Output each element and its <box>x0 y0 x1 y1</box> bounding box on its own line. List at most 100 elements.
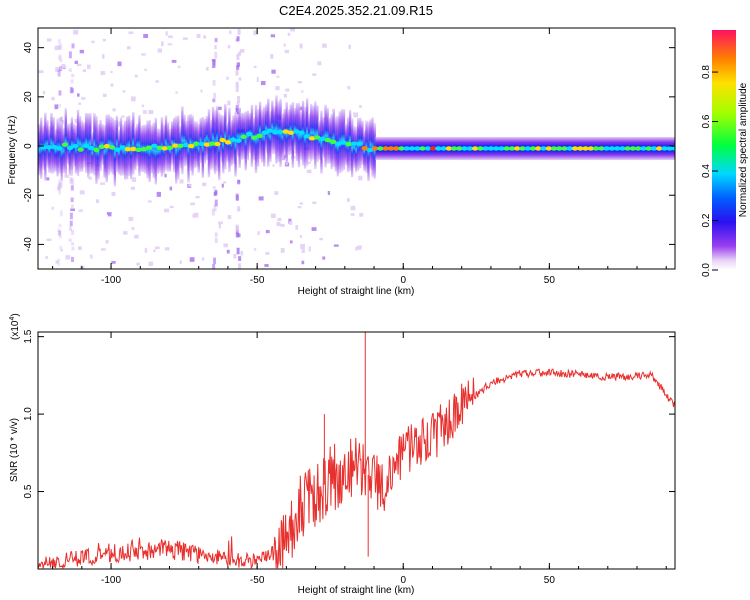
ridge-spot <box>666 146 673 151</box>
noise-streak <box>58 223 62 228</box>
band-column <box>361 120 364 165</box>
noise-speck <box>90 254 93 259</box>
noise-speck <box>55 67 61 72</box>
ridge-spot <box>393 146 400 151</box>
noise-speck <box>42 90 46 95</box>
ridge-spot <box>361 146 368 151</box>
ridge-spot <box>524 146 531 151</box>
noise-streak <box>58 235 62 239</box>
noise-streak <box>237 179 241 184</box>
band-column <box>258 101 262 160</box>
ridge-spot <box>187 143 195 149</box>
noise-speck <box>223 243 228 248</box>
band-column <box>181 106 184 175</box>
snr-plot-area <box>38 332 675 569</box>
noise-speck <box>240 251 244 256</box>
ridge-spot <box>56 146 63 151</box>
band-column <box>121 124 125 176</box>
band-column <box>281 113 284 161</box>
noise-speck <box>130 186 136 190</box>
colorbar: 0.0 0.2 0.4 0.6 0.8 Normalized spectral ampl… <box>701 30 749 277</box>
noise-speck <box>308 246 311 252</box>
colorbar-tick-label: 0.6 <box>701 114 712 128</box>
noise-speck <box>77 246 82 250</box>
noise-speck <box>112 108 116 112</box>
noise-speck <box>126 46 131 50</box>
noise-speck <box>306 169 312 174</box>
noise-speck <box>177 65 181 68</box>
noise-speck <box>265 251 270 255</box>
noise-speck <box>81 97 86 100</box>
noise-streak <box>237 233 241 238</box>
ridge-spot <box>166 145 174 150</box>
noise-speck <box>322 256 326 260</box>
noise-speck <box>355 247 358 251</box>
noise-speck <box>188 184 191 187</box>
band-column <box>310 103 313 162</box>
band-column <box>224 103 227 170</box>
ridge-spot <box>671 146 675 151</box>
noise-speck <box>346 198 350 202</box>
colorbar-ticks: 0.0 0.2 0.4 0.6 0.8 <box>701 65 718 277</box>
noise-streak <box>57 183 61 187</box>
ridge-spot <box>603 146 610 151</box>
noise-streak <box>212 98 216 103</box>
ridge-spot <box>661 146 668 151</box>
band-column <box>342 109 346 171</box>
noise-speck <box>297 206 302 209</box>
noise-speck <box>227 45 231 49</box>
band-column <box>164 115 168 171</box>
snr-frame <box>37 331 676 570</box>
band-column <box>213 110 217 175</box>
noise-streak <box>213 257 217 265</box>
band-column <box>93 113 96 176</box>
ridge-spot <box>193 141 200 146</box>
ridge-spot <box>214 141 221 147</box>
band-column <box>332 108 335 168</box>
noise-streak <box>58 103 62 108</box>
ridge-spot <box>414 146 421 151</box>
noise-speck <box>74 118 78 124</box>
ridge-spot <box>145 145 153 150</box>
noise-streak <box>212 80 216 86</box>
ridge-spot <box>114 147 121 152</box>
noise-streak <box>57 69 61 77</box>
ridge-spot <box>445 146 453 151</box>
ridge-spot <box>98 144 105 149</box>
noise-speck <box>111 261 116 264</box>
noise-speck <box>301 90 304 93</box>
ridge-spot <box>508 146 516 151</box>
ridge-spot <box>224 140 232 145</box>
noise-speck <box>57 118 61 123</box>
ridge-spot <box>119 145 126 150</box>
y-tick-label: 1.0 <box>23 407 34 421</box>
band-column <box>271 100 274 155</box>
noise-speck <box>110 83 114 87</box>
noise-speck <box>128 216 134 221</box>
noise-speck <box>164 208 170 213</box>
noise-speck <box>353 112 359 118</box>
band-column <box>222 115 225 174</box>
band-column <box>350 118 354 178</box>
snr-panel: -100 -50 0 50 0.5 1.0 1.5 Height of straight … <box>9 313 676 596</box>
x-tick-label: -50 <box>250 575 265 586</box>
noise-speck <box>290 28 295 32</box>
ridge-spot <box>151 143 158 149</box>
noise-streak <box>58 230 62 236</box>
band-column <box>177 115 180 180</box>
ridge-spot <box>329 139 337 145</box>
noise-speck <box>312 201 317 205</box>
noise-speck <box>203 35 207 39</box>
noise-speck <box>46 38 52 42</box>
noise-streak <box>236 53 240 60</box>
noise-streak <box>57 55 61 60</box>
colorbar-tick-label: 0.2 <box>701 213 712 227</box>
noise-streak <box>212 186 216 190</box>
x-tick-label: 50 <box>544 275 556 286</box>
noise-streak <box>213 92 217 99</box>
noise-speck <box>327 190 330 195</box>
band-column <box>217 112 221 181</box>
noise-streak <box>59 181 63 189</box>
noise-speck <box>311 227 317 231</box>
ridge-spot <box>519 146 526 151</box>
